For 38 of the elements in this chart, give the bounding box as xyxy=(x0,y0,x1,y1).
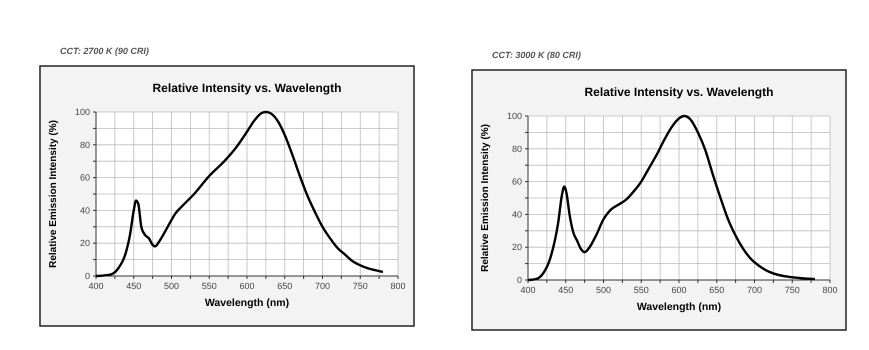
y-tick-label: 80 xyxy=(512,144,522,154)
chart-subtitle: Relative Intensity vs. Wavelength xyxy=(152,81,342,95)
x-tick-label: 700 xyxy=(746,285,762,295)
x-tick-label: 750 xyxy=(784,285,800,295)
y-tick-label: 100 xyxy=(506,111,522,121)
y-tick-label: 60 xyxy=(80,172,90,183)
y-tick-label: 80 xyxy=(80,140,90,150)
y-tick-label: 40 xyxy=(512,209,522,220)
y-axis-title: Relative Emission Intensity (%) xyxy=(48,120,59,268)
y-tick-label: 60 xyxy=(512,176,522,187)
x-tick-label: 550 xyxy=(634,285,649,295)
chart-title: CCT: 3000 K (80 CRI) xyxy=(492,50,581,60)
y-tick-label: 100 xyxy=(74,107,90,117)
x-tick-label: 750 xyxy=(352,281,368,291)
y-tick-label: 20 xyxy=(512,242,522,252)
y-tick-label: 40 xyxy=(80,205,90,216)
x-tick-label: 600 xyxy=(671,285,687,295)
x-tick-label: 800 xyxy=(822,285,838,295)
y-tick-label: 0 xyxy=(84,271,90,281)
x-tick-label: 800 xyxy=(390,281,406,291)
x-tick-label: 600 xyxy=(239,281,255,291)
y-tick-label: 20 xyxy=(80,238,90,248)
x-tick-label: 650 xyxy=(709,285,724,295)
x-tick-label: 700 xyxy=(314,281,330,291)
x-tick-label: 650 xyxy=(277,281,292,291)
y-axis-title: Relative Emission Intensity (%) xyxy=(480,124,491,272)
x-axis-title: Wavelength (nm) xyxy=(204,297,290,309)
x-tick-label: 500 xyxy=(596,285,612,295)
y-tick-label: 0 xyxy=(516,275,522,285)
x-tick-label: 550 xyxy=(202,281,217,291)
x-tick-label: 500 xyxy=(164,281,180,291)
x-tick-label: 450 xyxy=(558,285,574,295)
chart-title: CCT: 2700 K (90 CRI) xyxy=(60,46,149,56)
x-tick-label: 400 xyxy=(88,281,104,291)
x-tick-label: 450 xyxy=(126,281,142,291)
chart-subtitle: Relative Intensity vs. Wavelength xyxy=(584,85,774,99)
x-axis-title: Wavelength (nm) xyxy=(636,301,722,313)
x-tick-label: 400 xyxy=(520,285,536,295)
